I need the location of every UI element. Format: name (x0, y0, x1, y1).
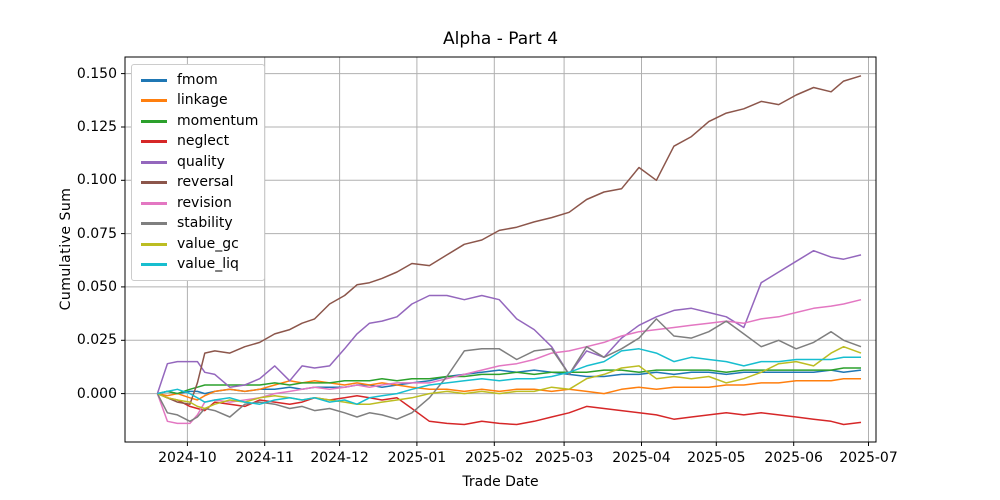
series-line-neglect (157, 392, 862, 426)
y-tick-label: 0.050 (76, 278, 117, 295)
series-line-quality (156, 249, 862, 394)
legend-item-fmom: fmom (141, 71, 255, 90)
x-tick-label: 2025-01 (387, 450, 447, 466)
legend-item-revision: revision (141, 194, 255, 213)
y-tick-label: 0.100 (76, 172, 117, 189)
legend: fmom linkage momentum neglect quality reversa… (131, 64, 265, 281)
legend-label: value_liq (177, 255, 239, 272)
legend-item-linkage: linkage (141, 91, 255, 110)
legend-swatch-linkage (141, 99, 167, 103)
x-tick-label: 2025-05 (687, 450, 746, 466)
legend-swatch-value_liq (141, 262, 167, 266)
chart-title: Alpha - Part 4 (442, 29, 559, 49)
legend-swatch-value_gc (141, 242, 167, 246)
y-tick-label: 0.125 (76, 118, 117, 135)
series-line-value_gc (157, 345, 862, 410)
legend-swatch-momentum (141, 119, 167, 123)
legend-label: revision (177, 194, 232, 211)
y-tick-label: 0.150 (76, 65, 117, 82)
y-tick-label: 0.075 (76, 225, 117, 242)
series-line-linkage (157, 377, 861, 401)
legend-label: reversal (177, 174, 234, 191)
legend-swatch-quality (141, 160, 167, 164)
legend-swatch-fmom (141, 79, 167, 82)
x-tick-label: 2025-06 (764, 450, 823, 466)
legend-item-momentum: momentum (141, 112, 259, 131)
legend-label: stability (177, 215, 233, 232)
x-tick-label: 2024-12 (310, 450, 369, 466)
legend-label: linkage (177, 92, 228, 109)
x-axis-label: Trade Date (462, 474, 539, 490)
series-line-revision (156, 298, 862, 425)
x-tick-label: 2025-02 (465, 450, 524, 466)
legend-label: quality (177, 153, 225, 170)
x-tick-label: 2025-04 (612, 450, 671, 466)
legend-swatch-neglect (141, 140, 167, 144)
legend-item-stability: stability (141, 214, 255, 233)
series-line-value_liq (157, 348, 861, 405)
legend-label: fmom (177, 72, 218, 88)
legend-label: value_gc (177, 235, 239, 252)
legend-item-value_liq: value_liq (141, 255, 255, 274)
legend-label: momentum (177, 112, 259, 129)
legend-item-value_gc: value_gc (141, 235, 255, 254)
legend-item-reversal: reversal (141, 173, 255, 192)
legend-swatch-reversal (141, 181, 167, 185)
legend-label: neglect (177, 133, 230, 150)
legend-swatch-revision (141, 201, 167, 205)
legend-swatch-stability (141, 222, 167, 226)
x-tick-label: 2024-11 (235, 450, 294, 466)
x-tick-label: 2025-03 (534, 450, 594, 466)
x-tick-label: 2025-07 (839, 450, 898, 466)
y-tick-label: 0.000 (76, 385, 117, 402)
legend-item-neglect: neglect (141, 132, 255, 151)
y-tick-label: 0.025 (76, 332, 117, 349)
legend-item-quality: quality (141, 153, 255, 172)
x-tick-label: 2024-10 (158, 450, 217, 466)
axes-frame (124, 56, 877, 443)
series-line-reversal (157, 75, 862, 405)
series-line-stability (156, 318, 862, 423)
